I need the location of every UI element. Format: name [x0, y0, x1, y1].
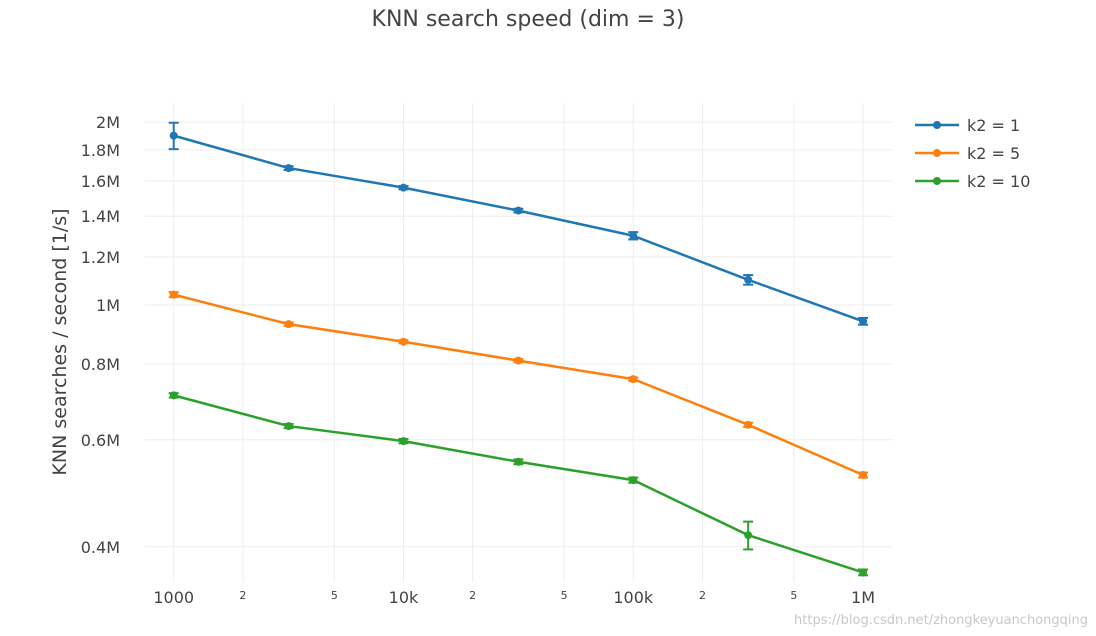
data-point [284, 422, 293, 431]
data-point [514, 206, 523, 215]
y-tick-label: 0.4M [81, 538, 120, 557]
series-line [173, 134, 864, 323]
data-point [399, 183, 408, 192]
y-tick-label: 1.4M [81, 207, 120, 226]
chart-title: KNN search speed (dim = 3) [372, 7, 685, 32]
data-point [169, 131, 178, 140]
x-tick-labels: 1000 2 5 10k 2 5 100k 2 5 1M [153, 588, 875, 607]
legend-marker [933, 121, 941, 129]
y-tick-label: 2M [96, 113, 120, 132]
grid [145, 103, 893, 582]
data-point [859, 471, 868, 480]
legend-label: k2 = 1 [967, 116, 1020, 135]
legend-item[interactable]: k2 = 5 [915, 144, 1020, 163]
y-tick-label: 1.8M [81, 141, 120, 160]
data-point [399, 437, 408, 446]
x-minor-tick-label: 2 [239, 589, 246, 602]
y-tick-labels: 0.4M 0.6M 0.8M 1M 1.2M 1.4M 1.6M 1.8M 2M [81, 113, 120, 557]
y-tick-label: 0.6M [81, 431, 120, 450]
x-minor-tick-label: 5 [790, 589, 797, 602]
legend-label: k2 = 5 [967, 144, 1020, 163]
series-line [173, 293, 864, 477]
series-layer [168, 121, 869, 577]
data-point [859, 317, 868, 326]
series-1 [168, 121, 869, 326]
legend[interactable]: k2 = 1 k2 = 5 k2 = 10 [915, 116, 1030, 191]
y-axis-label: KNN searches / second [1/s] [49, 208, 71, 475]
x-tick-label: 10k [389, 588, 419, 607]
y-tick-label: 0.8M [81, 355, 120, 374]
x-minor-tick-label: 2 [469, 589, 476, 602]
data-point [284, 164, 293, 173]
data-point [629, 375, 638, 384]
x-tick-label: 1M [851, 588, 875, 607]
watermark: https://blog.csdn.net/zhongkeyuanchongqi… [794, 613, 1088, 628]
series-2 [168, 290, 869, 480]
x-tick-label: 100k [613, 588, 654, 607]
x-minor-tick-label: 2 [699, 589, 706, 602]
y-tick-label: 1M [96, 296, 120, 315]
data-point [744, 531, 753, 540]
y-tick-label: 1.2M [81, 248, 120, 267]
data-point [629, 476, 638, 485]
data-point [169, 290, 178, 299]
legend-item[interactable]: k2 = 10 [915, 172, 1030, 191]
legend-marker [933, 177, 941, 185]
legend-item[interactable]: k2 = 1 [915, 116, 1020, 135]
data-point [514, 356, 523, 365]
series-line [173, 394, 864, 574]
data-point [859, 568, 868, 577]
legend-label: k2 = 10 [967, 172, 1030, 191]
data-point [399, 337, 408, 346]
data-point [169, 391, 178, 400]
data-point [744, 420, 753, 429]
x-minor-tick-label: 5 [331, 589, 338, 602]
data-point [629, 231, 638, 240]
data-point [514, 457, 523, 466]
data-point [744, 275, 753, 284]
series-3 [168, 391, 869, 577]
x-tick-label: 1000 [153, 588, 194, 607]
legend-marker [933, 149, 941, 157]
x-minor-tick-label: 5 [561, 589, 568, 602]
y-tick-label: 1.6M [81, 172, 120, 191]
data-point [284, 320, 293, 329]
